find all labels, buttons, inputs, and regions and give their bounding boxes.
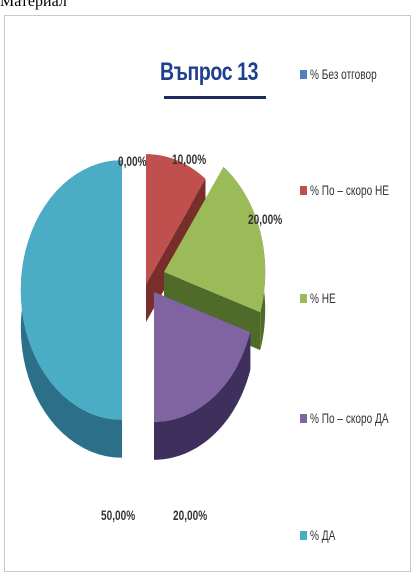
data-label: 0,00% xyxy=(118,153,147,169)
pie-slice xyxy=(146,154,206,284)
pie-slice xyxy=(154,292,251,422)
pie-slices xyxy=(20,154,266,460)
legend-label: % НЕ xyxy=(310,290,336,306)
pie-slice-side xyxy=(154,332,251,460)
pie-data-labels: 0,00% 10,00% 20,00% 20,00% 50,00% xyxy=(101,151,282,523)
legend-item: % НЕ xyxy=(300,290,346,306)
legend-item: % По – скоро ДА xyxy=(300,410,414,426)
legend-item: % По – скоро НЕ xyxy=(300,182,414,198)
chart-title: Въпрос 13 xyxy=(160,58,259,86)
pie-slice xyxy=(20,160,122,420)
data-label: 20,00% xyxy=(173,507,207,523)
legend-item: % ДА xyxy=(300,527,345,543)
legend-label: % По – скоро ДА xyxy=(310,410,389,426)
legend-label: % Без отговор xyxy=(310,66,377,82)
data-label: 10,00% xyxy=(172,151,206,167)
legend-swatch xyxy=(300,293,307,303)
pie-slice-wall xyxy=(146,178,206,322)
legend-label: % ДА xyxy=(310,527,336,543)
data-label: 20,00% xyxy=(248,211,282,227)
legend-swatch xyxy=(300,69,307,79)
legend-swatch xyxy=(300,185,307,195)
legend-swatch xyxy=(300,530,307,540)
legend-swatch xyxy=(300,413,307,423)
legend-label: % По – скоро НЕ xyxy=(310,182,390,198)
pie-slice xyxy=(164,166,266,313)
legend-item: % Без отговор xyxy=(300,66,403,82)
title-underline xyxy=(164,96,266,99)
data-label: 50,00% xyxy=(101,507,135,523)
page-caption: Материал xyxy=(0,0,67,10)
